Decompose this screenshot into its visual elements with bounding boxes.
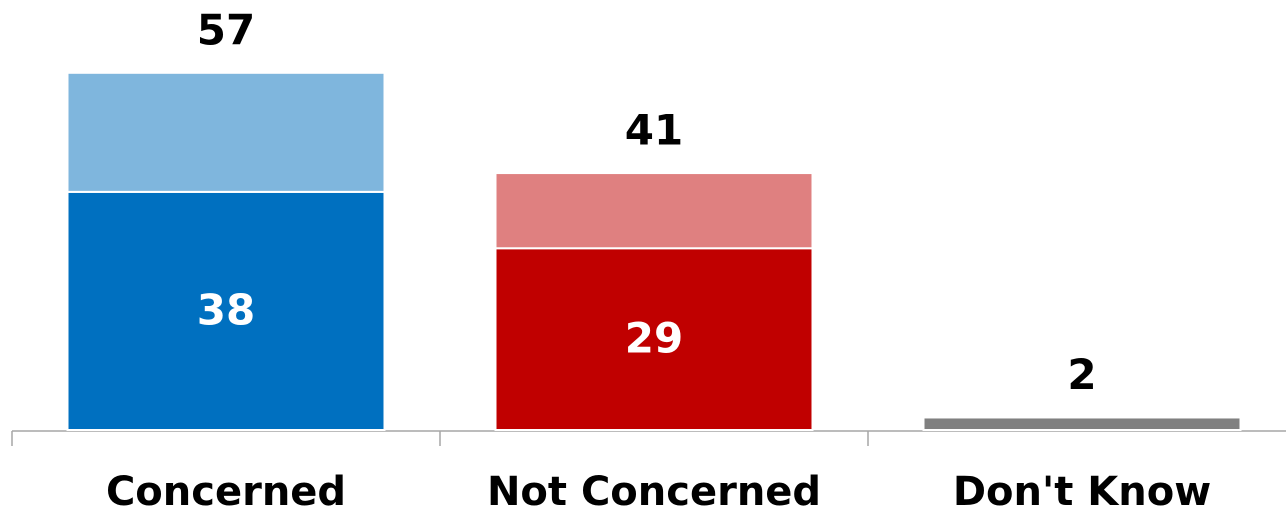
- x-tick-label: Not Concerned: [487, 469, 821, 515]
- bar-segment: [494, 172, 814, 250]
- bar-segment: [922, 416, 1242, 432]
- x-tick-label: Concerned: [106, 469, 346, 515]
- segment-label: 29: [625, 314, 683, 363]
- bar-segment: [494, 247, 814, 431]
- segment-label: 38: [197, 285, 255, 334]
- bar-segment: [66, 71, 386, 193]
- total-label: 2: [1067, 350, 1096, 399]
- bar-segment: [66, 190, 386, 431]
- x-tick-label: Don't Know: [953, 469, 1211, 515]
- total-label: 57: [197, 5, 255, 54]
- total-label: 41: [625, 106, 683, 155]
